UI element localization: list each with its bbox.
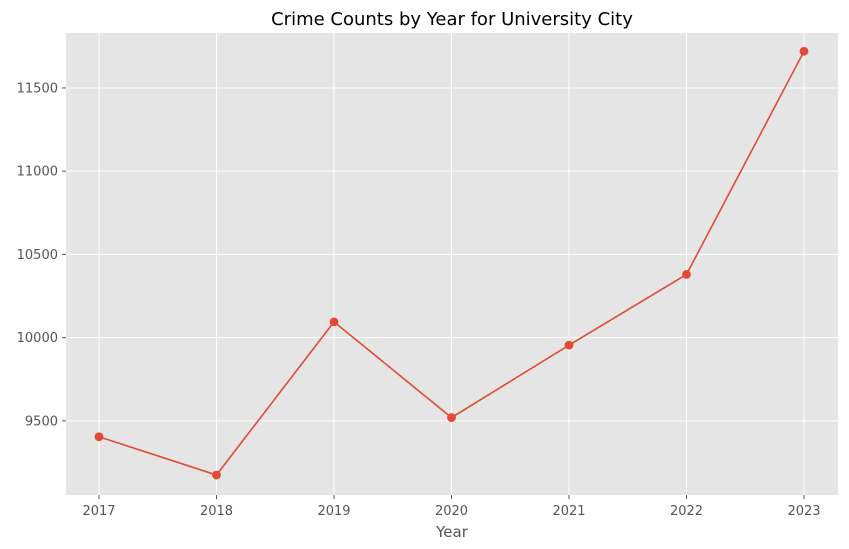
- chart-title: Crime Counts by Year for University City: [271, 9, 633, 30]
- x-tick-label: 2022: [670, 504, 703, 519]
- y-tick-label: 10000: [17, 331, 58, 346]
- data-point: [564, 340, 574, 350]
- data-point: [94, 432, 104, 442]
- x-tick-label: 2020: [435, 504, 468, 519]
- data-point: [329, 317, 339, 327]
- x-tick-label: 2018: [200, 504, 233, 519]
- gridlines: [66, 33, 838, 495]
- x-tick-label: 2021: [552, 504, 585, 519]
- x-tick-label: 2017: [82, 504, 115, 519]
- data-point: [447, 413, 456, 422]
- y-tick-label: 11500: [17, 81, 58, 96]
- data-point: [212, 470, 221, 480]
- y-tick-label: 11000: [17, 165, 58, 180]
- x-tick-label: 2019: [317, 504, 350, 519]
- series-layer: [94, 46, 809, 480]
- x-axis-label: Year: [435, 523, 469, 541]
- x-axis-ticks: 2017 2018 2019 2020 2021 2022 2023: [82, 495, 821, 519]
- data-point: [799, 46, 809, 56]
- data-point: [682, 270, 691, 279]
- y-axis-ticks: 9500 10000 10500 11000 11500: [17, 81, 66, 429]
- x-tick-label: 2023: [787, 504, 820, 519]
- y-tick-label: 10500: [17, 248, 58, 263]
- y-tick-label: 9500: [25, 414, 58, 429]
